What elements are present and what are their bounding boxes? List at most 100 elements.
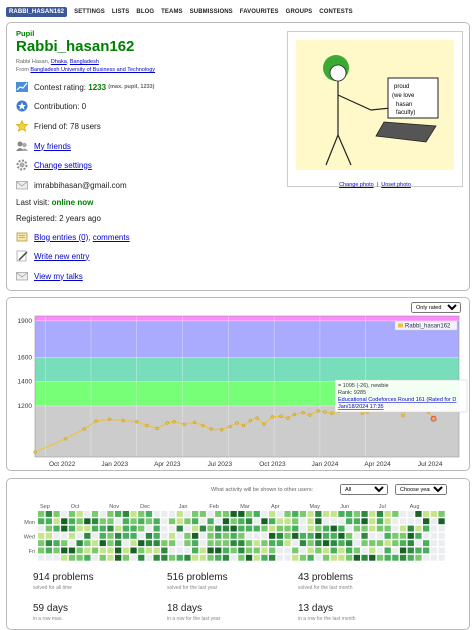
heatmap-cell [361,547,368,554]
contribution-row: Contribution: 0 [16,100,86,112]
heatmap-cell [392,511,399,517]
rating-point [201,423,205,428]
month-label: Nov [109,504,119,510]
heatmap-cell [168,511,176,517]
rating-point [172,420,176,424]
rating-filter-select[interactable]: Only rated [411,302,461,313]
heatmap-cell [91,525,99,532]
heatmap-cell [315,532,322,539]
heatmap-cell [238,532,245,539]
envelope-icon [16,179,28,191]
nav-item-lists[interactable]: LISTS [111,8,130,15]
y-tick-label: 1400 [18,379,33,386]
activity-type-select[interactable]: All [340,484,388,495]
legend-label: Rabbi_hasan162 [405,324,451,330]
heatmap-cell [115,511,122,517]
heatmap-cell [430,525,437,532]
nav-item-profile[interactable]: RABBI_HASAN162 [6,6,68,17]
heatmap-cell [91,532,99,539]
user-city-link[interactable]: Dhaka [50,59,67,65]
y-tick-label: 1900 [18,318,33,325]
heatmap-cell [307,532,314,539]
heatmap-cell [261,518,268,525]
heatmap-cell [415,511,422,517]
rating-chart-icon [16,81,28,93]
heatmap-cell [415,540,422,547]
heatmap-cell [423,554,430,561]
blog-row: Blog entries (0), comments [16,231,130,243]
nav-item-settings[interactable]: SETTINGS [74,8,105,15]
nav-item-blog[interactable]: BLOG [136,8,155,15]
heatmap-cell [122,532,129,539]
nav-item-favourites[interactable]: FAVOURITES [239,8,279,15]
nav-item-groups[interactable]: GROUPS [285,8,313,15]
weekday-label: Wed [24,534,35,540]
heatmap-cell [122,540,129,547]
heatmap-cell [184,518,191,525]
month-label: Jan [179,504,188,510]
heatmap-cell [153,554,160,561]
heatmap-cell [207,525,214,532]
heatmap-cell [184,525,191,532]
heatmap-cell [145,525,153,532]
heatmap-cell [276,518,283,525]
rating-point [135,420,139,424]
heatmap-cell [238,525,245,532]
legend-swatch [398,323,403,328]
user-country-link[interactable]: Bangladesh [69,59,99,65]
photo-text-2: (we love [392,93,415,99]
heatmap-cell [353,525,360,532]
month-label: May [310,504,321,510]
heatmap-cell [384,547,391,554]
rating-point [316,409,320,413]
rating-point [228,424,232,429]
write-entry-link[interactable]: Write new entry [34,251,90,261]
heatmap-cell [376,547,384,554]
year-select[interactable]: Choose year [395,484,447,495]
heatmap-cell [407,554,414,561]
heatmap-cell [122,525,129,532]
heatmap-cell [369,547,376,554]
change-photo-link[interactable]: Change photo [339,182,374,188]
rating-point [33,450,37,454]
heatmap-cell [322,547,330,554]
heatmap-cell [245,532,253,539]
rating-point [255,416,259,420]
nav-item-contests[interactable]: CONTESTS [319,8,353,15]
heatmap-cell [284,532,291,539]
heatmap-cell [161,525,168,532]
heatmap-cell [322,518,330,525]
heatmap-cell [245,547,253,554]
heatmap-cell [376,525,384,532]
heatmap-cell [130,554,137,561]
change-settings-link[interactable]: Change settings [34,160,92,170]
heatmap-cell [38,511,45,517]
heatmap-cell [361,540,368,547]
x-tick-label: Oct 2023 [259,461,286,468]
unset-photo-link[interactable]: Unset photo [381,182,411,188]
heatmap-cell [199,540,206,547]
heatmap-cell [399,511,407,517]
heatmap-cell [115,532,122,539]
heatmap-cell [176,518,183,525]
comments-link[interactable]: comments [92,232,130,242]
heatmap-cell [61,540,68,547]
my-friends-link[interactable]: My friends [34,141,71,151]
photo-links: Change photo | Unset photo [339,182,411,188]
view-talks-link[interactable]: View my talks [34,271,83,281]
heatmap-cell [176,525,183,532]
user-photo-frame: proud (we love hasan faculty) Change pho… [287,31,463,188]
registered-row: Registered: 2 years ago [16,214,101,223]
heatmap-cell [438,547,445,554]
heatmap-cell [338,532,345,539]
nav-item-submissions[interactable]: SUBMISSIONS [189,8,233,15]
heatmap-cell [222,540,230,547]
blog-entries-link[interactable]: Blog entries (0) [34,232,89,242]
nav-item-teams[interactable]: TEAMS [161,8,183,15]
heatmap-cell [253,547,260,554]
heatmap-cell [53,540,60,547]
user-org-link[interactable]: Bangladesh University of Business and Te… [30,67,156,73]
month-label: Oct [71,504,80,510]
heatmap-cell [115,518,122,525]
heatmap-cell [153,532,160,539]
